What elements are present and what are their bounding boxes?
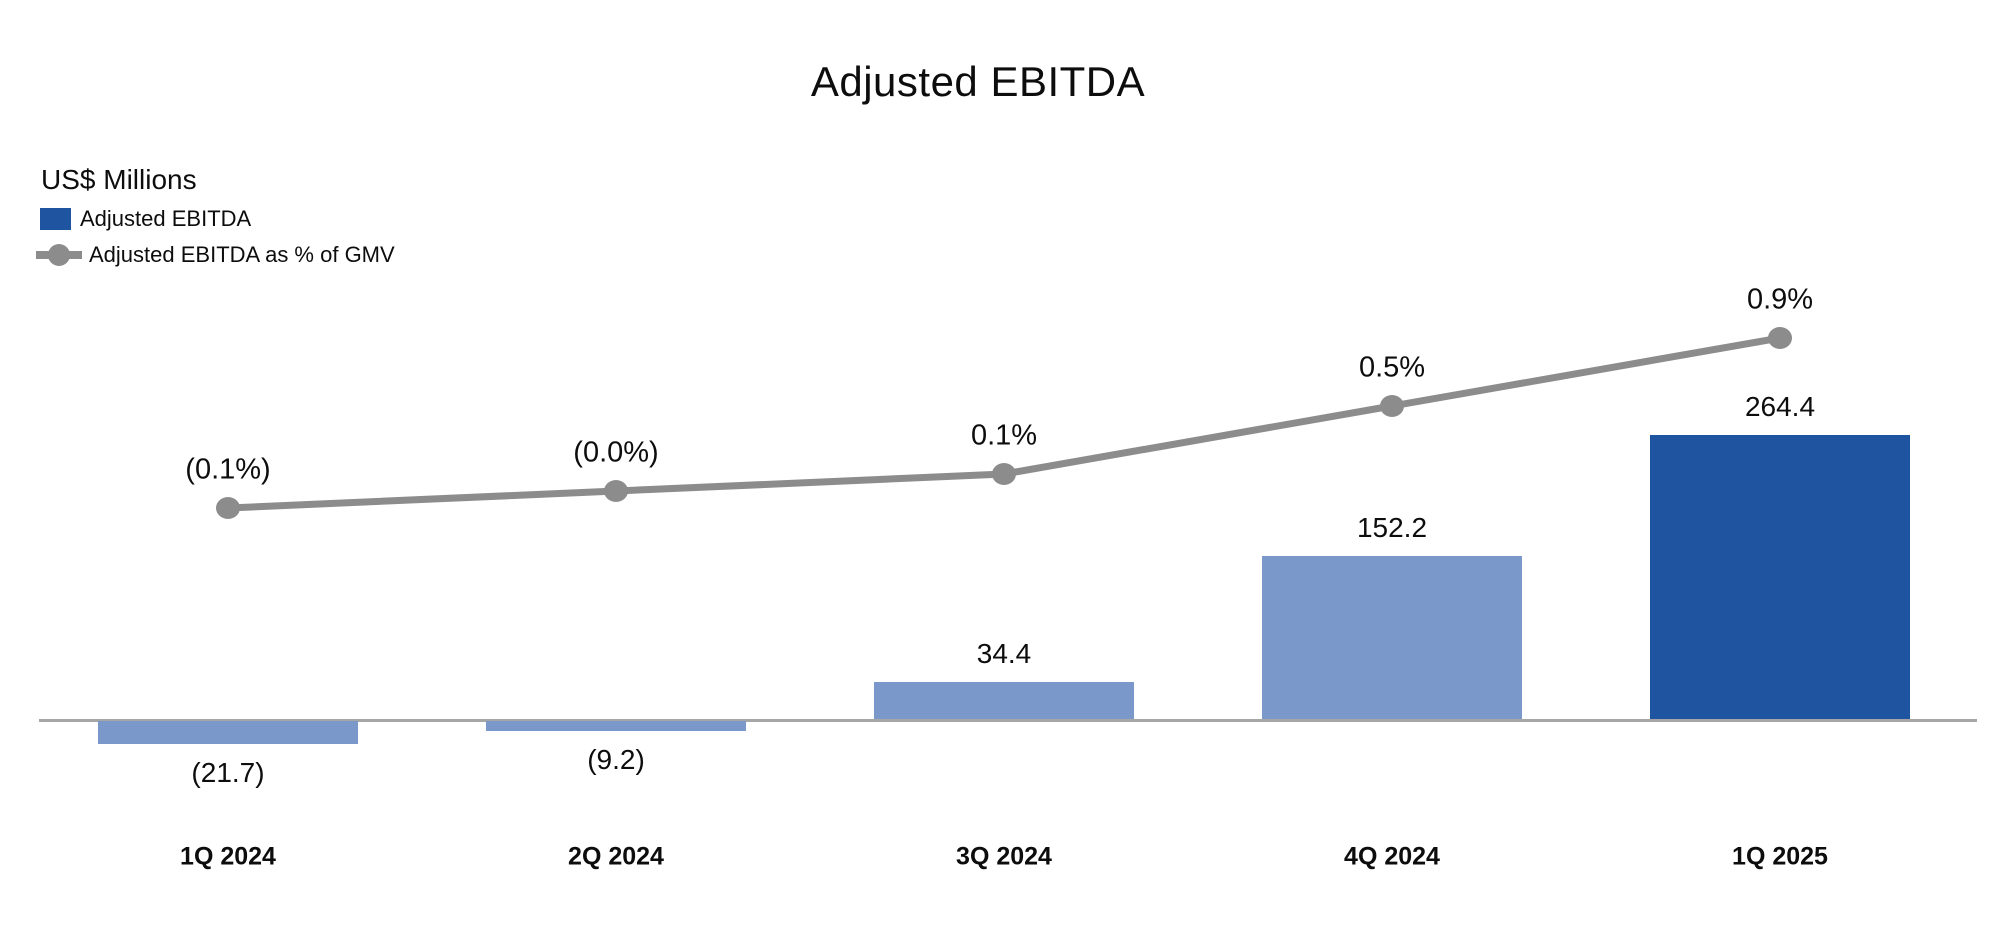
bar-value-label: (9.2)	[587, 743, 645, 775]
category-label-4q-2024: 4Q 2024	[1344, 842, 1440, 871]
pct-value-label: 0.9%	[1746, 283, 1814, 316]
gmv-percent-marker	[1380, 395, 1404, 417]
pct-value-label: (0.0%)	[573, 436, 659, 469]
legend-label: Adjusted EBITDA	[80, 206, 252, 231]
category-label-1q-2025: 1Q 2025	[1732, 842, 1828, 871]
gmv-percent-marker	[216, 497, 240, 519]
units-label: US$ Millions	[41, 164, 197, 195]
bar-value-label: 264.4	[1744, 391, 1816, 423]
bar-swatch-icon	[40, 208, 71, 230]
gmv-percent-marker	[1768, 327, 1792, 349]
category-label-3q-2024: 3Q 2024	[956, 842, 1052, 871]
line-swatch-dot	[48, 244, 70, 266]
legend-item-adjusted-ebitda: Adjusted EBITDA	[40, 206, 251, 232]
bar-2q-2024	[486, 721, 746, 731]
bar-4q-2024	[1262, 555, 1522, 719]
gmv-percent-marker	[992, 463, 1016, 485]
legend-item-ebitda-pct-gmv: Adjusted EBITDA as % of GMV	[36, 242, 395, 268]
bar-3q-2024	[874, 682, 1134, 719]
gmv-percent-marker	[604, 480, 628, 502]
category-label-2q-2024: 2Q 2024	[568, 842, 664, 871]
pct-value-label: 0.1%	[970, 419, 1038, 452]
category-label-1q-2024: 1Q 2024	[180, 842, 276, 871]
x-axis-line	[39, 719, 1977, 722]
bar-value-label: 152.2	[1356, 511, 1428, 543]
bar-1q-2024	[98, 721, 358, 745]
bar-1q-2025	[1650, 435, 1910, 719]
pct-value-label: 0.5%	[1358, 351, 1426, 384]
line-marker-swatch-icon	[36, 242, 82, 268]
legend-label: Adjusted EBITDA as % of GMV	[89, 242, 395, 267]
chart-title: Adjusted EBITDA	[810, 58, 1146, 105]
bar-value-label: (21.7)	[191, 757, 265, 789]
pct-value-label: (0.1%)	[185, 453, 271, 486]
bar-value-label: 34.4	[976, 638, 1032, 670]
